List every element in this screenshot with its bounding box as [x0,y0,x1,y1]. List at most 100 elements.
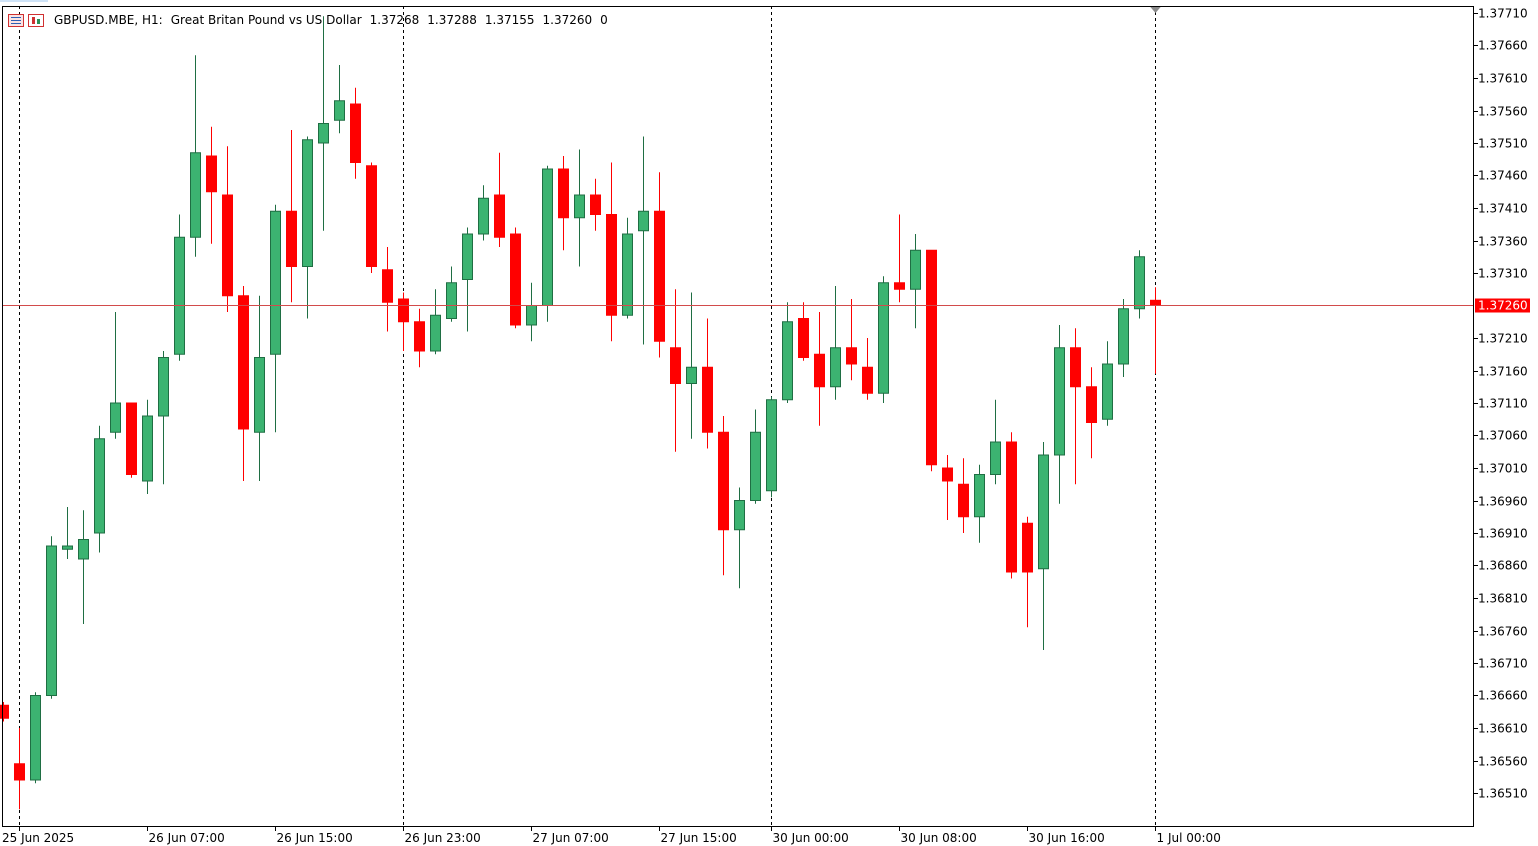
candle [478,185,489,241]
candle-body [62,545,73,550]
price-tick-label: 1.37560 [1478,105,1528,119]
candle-body [846,347,857,365]
candle-body [14,763,25,781]
candle [670,289,681,452]
price-tick-label: 1.37160 [1478,365,1528,379]
chart-icon[interactable] [28,13,44,27]
candle-body [1086,386,1097,423]
candle-body [558,168,569,219]
candle [990,399,1001,485]
candle [366,162,377,273]
candle [878,276,889,403]
candle-body [174,236,185,355]
candle-body [254,357,265,433]
price-tick-label: 1.37660 [1478,39,1528,53]
candle [174,214,185,361]
candle [798,302,809,361]
price-tick-label: 1.36810 [1478,592,1528,606]
price-axis[interactable]: 1.37710 1.37660 1.37610 1.37560 1.37510 1.374… [1473,7,1530,801]
candle [30,692,41,784]
candle-body [94,438,105,534]
candle [926,249,937,472]
ohlc-open: 1.37268 [369,13,420,27]
candle [1038,442,1049,650]
candle-body [398,298,409,323]
candle [222,146,233,312]
candle-body [30,695,41,781]
candle-body [414,321,425,352]
candle-body [158,357,169,417]
candle [894,214,905,303]
price-tick-label: 1.37310 [1478,267,1528,281]
candle-body [974,474,985,518]
candle [462,227,473,332]
candle-body [78,539,89,560]
candle [638,136,649,345]
list-icon[interactable] [8,13,24,27]
candle-body [334,100,345,121]
time-axis[interactable]: 25 Jun 2025 26 Jun 07:00 26 Jun 15:00 26 Ju… [2,826,1221,845]
price-tick-label: 1.37460 [1478,169,1528,183]
candle-body [910,249,921,290]
candle [78,510,89,624]
candle-body [110,402,121,433]
chart-header: GBPUSD.MBE, H1: Great Britan Pound vs US… [8,11,608,29]
candle [398,292,409,351]
candle-body [270,210,281,355]
candle [1054,325,1065,504]
candle-body [1150,299,1161,306]
candle-body [718,431,729,531]
price-tick-label: 1.37210 [1478,332,1528,346]
candle [1150,287,1161,374]
candle [814,312,825,426]
candle-body [542,168,553,306]
candle-body [190,152,201,238]
candle-body [478,197,489,235]
current-price-label: 1.37260 [1478,299,1528,313]
candle-body [222,194,233,297]
candle [510,227,521,329]
candle-body [494,194,505,238]
candle [734,487,745,589]
candle-body [670,347,681,384]
candle [1086,367,1097,459]
candle [1102,341,1113,426]
window-corner-accent [0,0,48,2]
candle-body [446,282,457,319]
candle [830,286,841,400]
candle [1006,432,1017,579]
candle-body [366,165,377,267]
candle [126,402,137,478]
candle [190,55,201,257]
candle-body [1038,454,1049,570]
candle [654,172,665,358]
time-tick-label: 30 Jun 16:00 [1029,831,1105,845]
price-tick-label: 1.36960 [1478,495,1528,509]
candle [318,16,329,231]
candle [622,217,633,319]
shift-marker-icon[interactable] [1149,6,1162,13]
candle [0,702,9,722]
current-price-tag [1475,298,1530,313]
price-tick-label: 1.37710 [1478,7,1528,21]
candle-body [238,295,249,430]
price-tick-label: 1.36510 [1478,787,1528,801]
candle-body [1054,347,1065,456]
candle [558,156,569,251]
candle [430,289,441,355]
plot-border [2,6,1474,827]
price-tick-label: 1.36660 [1478,689,1528,703]
candle [494,152,505,247]
candle-body [894,282,905,290]
ohlc-volume: 0 [600,13,608,27]
candle [766,396,777,498]
candle-body [126,402,137,475]
candle-body [318,123,329,144]
candle [142,399,153,494]
period-separators [19,6,1162,826]
candle [702,318,713,449]
ohlc-close: 1.37260 [542,13,593,27]
price-tick-label: 1.36860 [1478,559,1528,573]
candle-body [1006,441,1017,573]
